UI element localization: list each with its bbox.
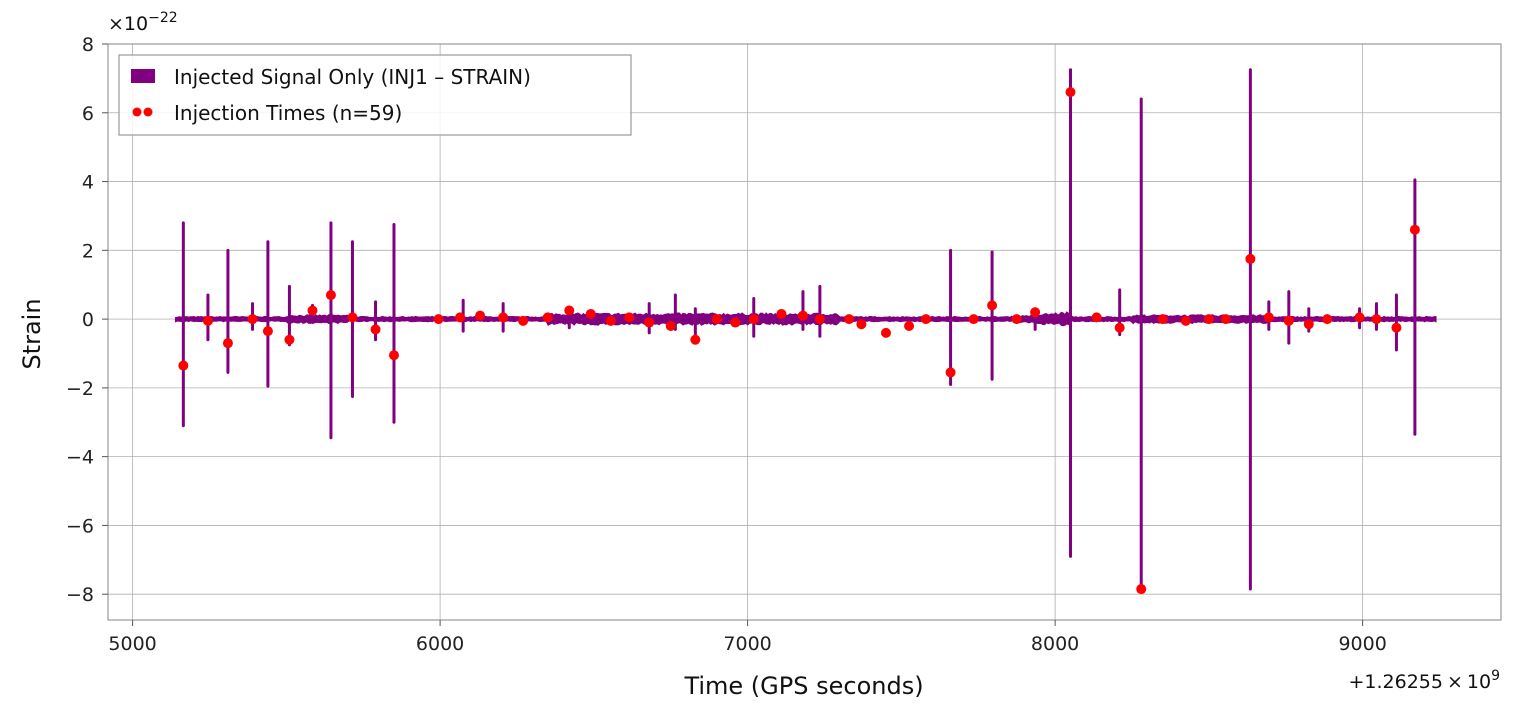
injection-point [325,290,336,301]
legend: Injected Signal Only (INJ1 – STRAIN) Inj… [118,54,632,136]
injection-point [1114,322,1125,333]
legend-signal-swatch [131,69,155,83]
injection-point [880,327,891,338]
legend-injection-marker [143,107,153,117]
injection-point [585,308,596,319]
injection-point [968,314,979,325]
injection-point [262,326,273,337]
injection-point [605,315,616,326]
injection-point [1203,314,1214,325]
injection-point [797,310,808,321]
y-tick-label: −8 [66,584,94,606]
y-axis-label: Strain [18,298,46,369]
injection-point [814,314,825,325]
injection-point [542,312,553,323]
x-offset-label: +1.26255 × 109 [1348,668,1500,693]
injection-point [844,314,855,325]
injection-point [1354,312,1365,323]
legend-injection-marker [132,107,142,117]
injection-point [202,315,213,326]
injection-point [776,308,787,319]
y-axis-ticks: −8 −6 −4 −2 0 2 4 6 8 [66,34,108,606]
y-scale-label: ×10−22 [108,10,178,35]
injection-point [987,300,998,311]
injection-point [1030,307,1041,318]
injection-point [1245,253,1256,264]
injection-point [1391,322,1402,333]
injection-point [564,305,575,316]
injection-point [1065,87,1076,98]
legend-injection-label: Injection Times (n=59) [174,101,402,125]
injection-point [455,312,466,323]
injection-point [222,338,233,349]
injection-point [730,317,741,328]
injection-point [475,310,486,321]
injection-point [1136,584,1147,595]
injection-point [1091,312,1102,323]
y-tick-label: 2 [82,240,94,262]
injection-point [711,314,722,325]
x-tick-label: 6000 [416,633,464,655]
injection-point [1409,224,1420,235]
injection-point [1220,314,1231,325]
injection-point [284,334,295,345]
injection-point [388,350,399,361]
injection-point [1303,319,1314,330]
injection-point [178,360,189,371]
legend-box [118,54,632,136]
legend-signal-label: Injected Signal Only (INJ1 – STRAIN) [174,65,531,89]
injection-point [347,312,358,323]
injection-point [433,314,444,325]
y-tick-label: 8 [82,34,94,56]
y-tick-label: −4 [66,447,94,469]
injection-point [518,315,529,326]
injection-point [856,319,867,330]
x-axis-label: Time (GPS seconds) [683,672,923,700]
y-tick-label: 4 [82,172,94,194]
injection-point [1263,312,1274,323]
injection-point [1371,314,1382,325]
injection-point [644,317,655,328]
injection-point [1322,314,1333,325]
injection-point [690,334,701,345]
y-tick-label: 6 [82,103,94,125]
injection-point [904,320,915,331]
y-tick-label: −2 [66,378,94,400]
injection-point [498,312,509,323]
x-axis-ticks: 5000 6000 7000 8000 9000 [108,620,1387,655]
injection-point [370,324,381,335]
y-tick-label: 0 [82,309,94,331]
injection-point [665,320,676,331]
injection-point [945,367,956,378]
injection-point [1011,314,1022,325]
injection-point [247,314,258,325]
signal-series [174,68,1437,591]
injection-point [1180,315,1191,326]
injection-point [624,312,635,323]
x-tick-label: 9000 [1338,633,1386,655]
injection-point [1157,314,1168,325]
plot-frame [107,43,1502,621]
injection-point [920,314,931,325]
x-tick-label: 7000 [723,633,771,655]
injection-point [307,305,318,316]
injection-point [1283,315,1294,326]
injection-series [178,87,1420,595]
injection-point [748,314,759,325]
x-tick-label: 8000 [1031,633,1079,655]
y-tick-label: −6 [66,515,94,537]
x-tick-label: 5000 [108,633,156,655]
